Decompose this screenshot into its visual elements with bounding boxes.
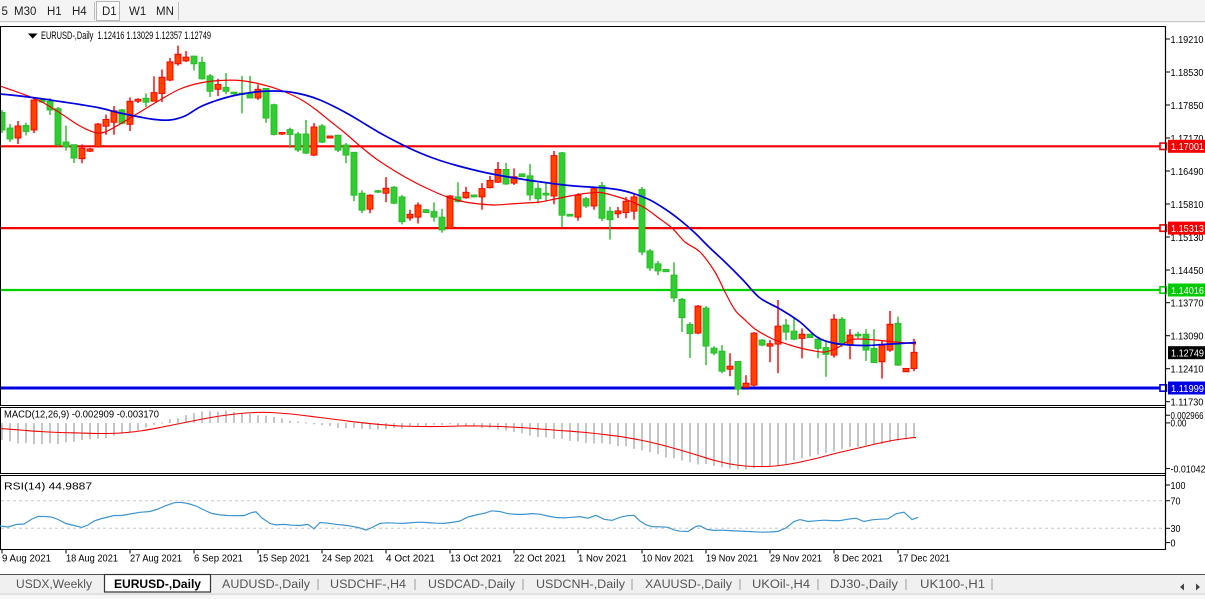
svg-text:D1: D1 — [102, 6, 117, 18]
svg-text:22 Oct 2021: 22 Oct 2021 — [514, 553, 566, 565]
svg-text:0: 0 — [1171, 537, 1176, 549]
svg-text:1.11730: 1.11730 — [1171, 397, 1204, 409]
svg-text:1 Nov 2021: 1 Nov 2021 — [578, 553, 627, 565]
svg-text:9 Aug 2021: 9 Aug 2021 — [2, 553, 51, 565]
svg-text:1.13090: 1.13090 — [1171, 331, 1204, 343]
svg-text:1.12410: 1.12410 — [1171, 364, 1204, 376]
svg-text:1.15313: 1.15313 — [1171, 223, 1204, 235]
svg-text:1.16490: 1.16490 — [1171, 166, 1204, 178]
svg-text:8 Dec 2021: 8 Dec 2021 — [834, 553, 883, 565]
svg-text:W1: W1 — [129, 6, 146, 18]
svg-text:15 Sep 2021: 15 Sep 2021 — [258, 553, 310, 565]
svg-text:0.002966: 0.002966 — [1171, 410, 1204, 422]
svg-text:MACD(12,26,9) -0.002909 -0.003: MACD(12,26,9) -0.002909 -0.003170 — [4, 409, 159, 421]
svg-text:1.14450: 1.14450 — [1171, 265, 1204, 277]
svg-text:AUDUSD-,Daily: AUDUSD-,Daily — [222, 579, 310, 591]
svg-text:13 Oct 2021: 13 Oct 2021 — [450, 553, 502, 565]
svg-text:19 Nov 2021: 19 Nov 2021 — [706, 553, 758, 565]
svg-text:EURUSD-,Daily: EURUSD-,Daily — [114, 579, 202, 591]
svg-text:H1: H1 — [47, 6, 62, 18]
svg-text:-0.01042: -0.01042 — [1171, 463, 1205, 475]
svg-text:1.18530: 1.18530 — [1171, 67, 1204, 79]
svg-text:0.00: 0.00 — [1171, 418, 1187, 430]
svg-text:1.13770: 1.13770 — [1171, 298, 1204, 310]
svg-text:XAUUSD-,Daily: XAUUSD-,Daily — [645, 579, 732, 591]
svg-text:EURUSD-,Daily 1.12416 1.13029: EURUSD-,Daily 1.12416 1.13029 1.12357 1.… — [41, 30, 211, 42]
svg-text:UKOil-,H4: UKOil-,H4 — [752, 579, 811, 591]
svg-text:USDCHF-,H4: USDCHF-,H4 — [330, 579, 407, 591]
svg-text:5: 5 — [2, 6, 8, 18]
svg-text:1.17001: 1.17001 — [1171, 141, 1204, 153]
svg-text:USDX,Weekly: USDX,Weekly — [16, 579, 92, 591]
svg-text:4 Oct 2021: 4 Oct 2021 — [386, 553, 435, 565]
svg-text:18 Aug 2021: 18 Aug 2021 — [66, 553, 118, 565]
svg-text:1.19210: 1.19210 — [1171, 34, 1204, 46]
svg-text:1.15810: 1.15810 — [1171, 199, 1204, 211]
svg-text:10 Nov 2021: 10 Nov 2021 — [642, 553, 694, 565]
svg-text:70: 70 — [1171, 496, 1181, 508]
svg-text:DJ30-,Daily: DJ30-,Daily — [830, 579, 898, 591]
svg-text:USDCAD-,Daily: USDCAD-,Daily — [428, 579, 515, 591]
svg-text:1.14016: 1.14016 — [1171, 285, 1204, 297]
svg-text:17 Dec 2021: 17 Dec 2021 — [898, 553, 950, 565]
svg-text:1.12749: 1.12749 — [1171, 348, 1204, 360]
svg-text:30: 30 — [1171, 523, 1181, 535]
svg-text:MN: MN — [156, 6, 174, 18]
svg-text:1.15130: 1.15130 — [1171, 232, 1204, 244]
svg-text:1.17850: 1.17850 — [1171, 100, 1204, 112]
svg-text:H4: H4 — [72, 6, 87, 18]
svg-text:UK100-,H1: UK100-,H1 — [920, 579, 985, 591]
svg-text:100: 100 — [1171, 480, 1186, 492]
svg-text:RSI(14) 44.9887: RSI(14) 44.9887 — [4, 481, 92, 493]
svg-text:27 Aug 2021: 27 Aug 2021 — [130, 553, 182, 565]
svg-text:24 Sep 2021: 24 Sep 2021 — [322, 553, 374, 565]
svg-text:USDCNH-,Daily: USDCNH-,Daily — [536, 579, 625, 591]
svg-text:6 Sep 2021: 6 Sep 2021 — [194, 553, 243, 565]
svg-text:29 Nov 2021: 29 Nov 2021 — [770, 553, 822, 565]
svg-text:M30: M30 — [14, 6, 36, 18]
svg-text:1.11999: 1.11999 — [1171, 383, 1204, 395]
